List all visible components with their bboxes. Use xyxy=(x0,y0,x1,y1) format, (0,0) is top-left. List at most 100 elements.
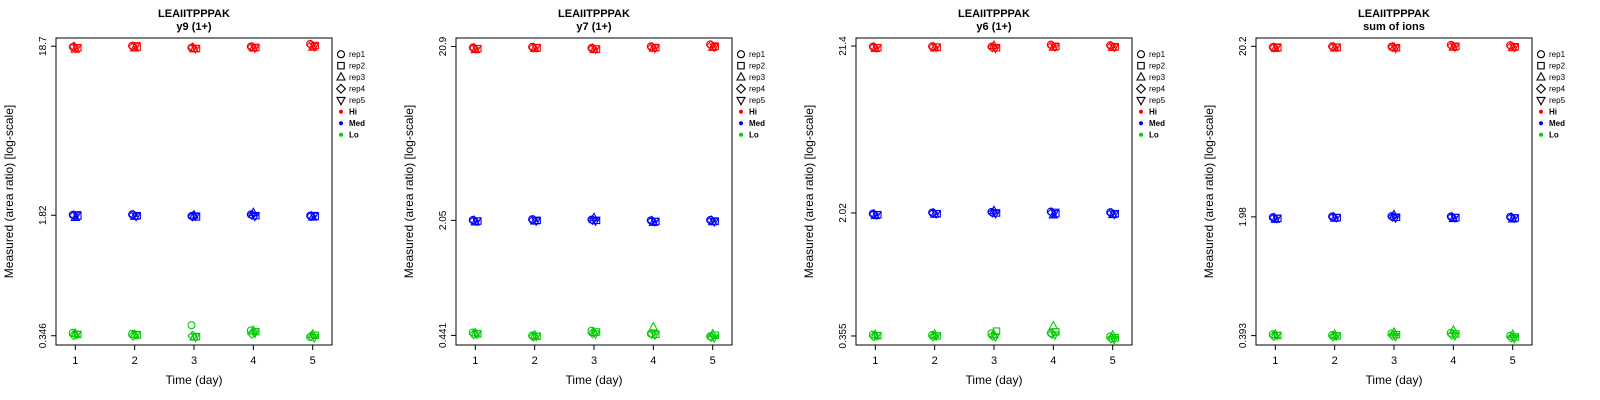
legend-item-label: rep2 xyxy=(749,62,766,71)
data-point xyxy=(987,42,998,53)
legend-level-marker xyxy=(339,132,343,137)
data-point xyxy=(131,42,142,52)
x-tick-label: 2 xyxy=(932,355,938,367)
data-point xyxy=(1109,210,1120,220)
plot-box xyxy=(1255,37,1533,346)
data-point xyxy=(990,44,1001,54)
data-point xyxy=(735,83,747,94)
plot-subtitle: y7 (1+) xyxy=(576,21,611,33)
data-point xyxy=(1449,43,1460,53)
y-tick-label: 20.9 xyxy=(438,36,449,56)
data-point xyxy=(646,328,658,340)
y-tick-label: 20.2 xyxy=(1238,36,1249,56)
data-point xyxy=(531,217,542,227)
data-point xyxy=(868,208,879,220)
data-point xyxy=(709,43,720,53)
y-tick-label: 0.393 xyxy=(1238,323,1249,348)
data-point xyxy=(590,217,601,227)
data-point xyxy=(929,42,940,52)
legend-level-marker xyxy=(1539,132,1543,137)
data-point xyxy=(706,331,717,343)
data-point xyxy=(1271,214,1282,224)
legend-level-label: Med xyxy=(1149,119,1165,128)
data-point xyxy=(1049,208,1060,218)
x-tick-label: 3 xyxy=(191,355,197,367)
x-tick-label: 3 xyxy=(591,355,597,367)
data-point xyxy=(249,329,260,339)
data-point xyxy=(590,45,601,55)
y-axis-label: Measured (area ratio) [log-scale] xyxy=(1202,105,1216,278)
data-point xyxy=(471,217,482,227)
x-tick-label: 4 xyxy=(250,355,256,367)
data-point xyxy=(335,83,347,94)
data-point xyxy=(1535,83,1547,94)
legend-level-label: Hi xyxy=(749,108,757,117)
data-point xyxy=(309,334,320,344)
legend-item-label: rep1 xyxy=(349,50,366,59)
data-point xyxy=(987,207,998,218)
data-point xyxy=(527,42,539,53)
data-point xyxy=(307,328,318,338)
data-point xyxy=(927,207,939,219)
data-point xyxy=(1268,42,1279,53)
data-point xyxy=(648,321,659,331)
legend-item-label: rep1 xyxy=(1149,50,1166,59)
legend-level-marker xyxy=(339,109,343,114)
plot-title: LEAIITPPPAK xyxy=(558,8,630,20)
data-point xyxy=(1046,207,1058,218)
data-point xyxy=(1136,50,1146,59)
legend-level-marker xyxy=(739,132,743,137)
data-point xyxy=(737,61,745,70)
data-point xyxy=(1390,44,1401,54)
data-point xyxy=(336,96,346,106)
y-tick-label: 21.4 xyxy=(838,36,849,56)
data-point xyxy=(336,71,346,81)
y-tick-label: 1.98 xyxy=(1238,207,1249,227)
legend-item-label: rep2 xyxy=(1549,62,1566,71)
legend-level-label: Hi xyxy=(1149,108,1157,117)
plot-subtitle: y6 (1+) xyxy=(976,21,1011,33)
data-point xyxy=(471,330,482,340)
data-point xyxy=(1509,334,1520,344)
legend-item-label: rep3 xyxy=(749,73,766,82)
y-axis-label: Measured (area ratio) [log-scale] xyxy=(2,105,16,278)
data-point xyxy=(68,210,79,221)
data-point xyxy=(336,50,346,59)
data-point xyxy=(71,211,82,221)
x-tick-label: 5 xyxy=(1110,355,1116,367)
data-point xyxy=(1331,332,1342,342)
data-point xyxy=(1536,96,1546,106)
data-point xyxy=(1446,211,1458,223)
x-axis-label: Time (day) xyxy=(966,373,1023,387)
data-point xyxy=(1268,212,1279,223)
data-point xyxy=(249,44,260,54)
data-point xyxy=(468,215,479,226)
legend-level-label: Lo xyxy=(1149,131,1159,140)
data-point xyxy=(531,332,542,342)
plot-panel-y7: LEAIITPPPAK y7 (1+) Measured (area ratio) … xyxy=(400,0,800,400)
x-tick-label: 2 xyxy=(1332,355,1338,367)
data-point xyxy=(1331,43,1342,53)
legend-item-label: rep5 xyxy=(1149,96,1166,105)
x-tick-label: 4 xyxy=(650,355,656,367)
data-point xyxy=(468,42,479,54)
data-point xyxy=(1536,50,1546,59)
legend-level-label: Med xyxy=(1549,119,1565,128)
plot-panel-sum-of-ions: LEAIITPPPAK sum of ions Measured (area rat… xyxy=(1200,0,1600,400)
data-point xyxy=(587,214,598,226)
data-point xyxy=(1137,61,1145,70)
data-point xyxy=(248,207,259,217)
legend: rep1 rep2 rep3 rep4 rep5 Hi Med Lo xyxy=(335,50,366,140)
data-point xyxy=(871,332,882,342)
data-point xyxy=(1048,320,1059,330)
data-point xyxy=(871,211,882,221)
plot-title: LEAIITPPPAK xyxy=(158,8,230,20)
legend-level-label: Med xyxy=(349,119,365,128)
legend-level-label: Lo xyxy=(349,131,359,140)
data-point xyxy=(309,211,320,222)
data-point xyxy=(1136,96,1146,106)
legend-item-label: rep5 xyxy=(349,96,366,105)
data-point xyxy=(868,331,879,342)
